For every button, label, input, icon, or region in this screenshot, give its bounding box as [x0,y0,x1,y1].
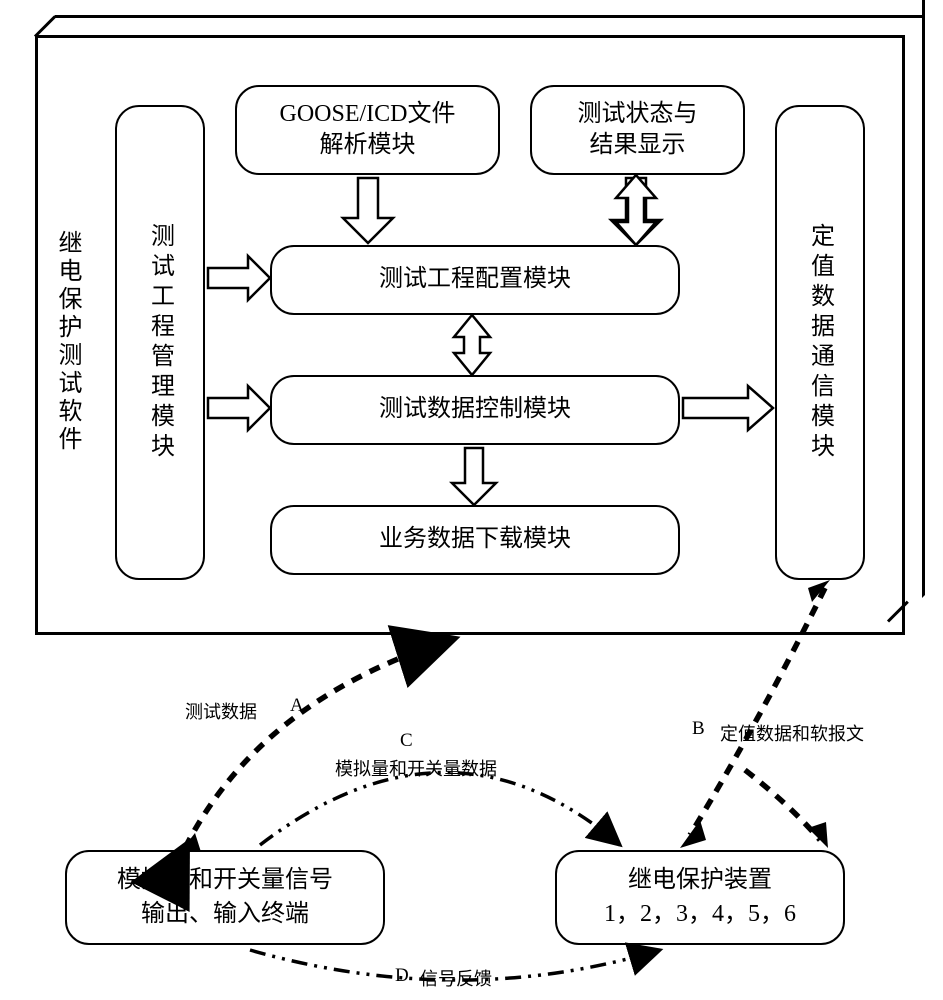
arrow-C-path [260,773,620,846]
arrow-B-label: 定值数据和软报文 [720,720,864,746]
arrow-D-letter: D [395,965,409,987]
business-data-download-module: 业务数据下载模块 [270,505,680,575]
arrow-A-letter: A [290,695,304,717]
arrow-A-label: 测试数据 [185,698,257,724]
test-status-display-module: 测试状态与 结果显示 [530,85,745,175]
arrow-B-branch [745,770,820,840]
software-title: 继电保护测试软件 [50,230,85,454]
setting-data-comm-module: 定值数据通信模块 [775,105,865,580]
arrow-C-letter: C [400,730,413,752]
test-project-config-module: 测试工程配置模块 [270,245,680,315]
test-project-mgmt-module: 测试工程管理模块 [115,105,205,580]
relay-protection-devices: 继电保护装置 1，2，3，4，5，6 [555,850,845,945]
arrow-C-label: 模拟量和开关量数据 [335,755,497,781]
test-data-control-module: 测试数据控制模块 [270,375,680,445]
arrow-D-label: 信号反馈 [420,965,492,991]
goose-icd-parse-module: GOOSE/ICD文件 解析模块 [235,85,500,175]
arrow-B-letter: B [692,718,705,740]
analog-digital-io-terminal: 模拟量和开关量信号 输出、输入终端 [65,850,385,945]
setting-data-comm-label: 定值数据通信模块 [803,223,838,463]
test-project-mgmt-label: 测试工程管理模块 [143,223,178,463]
